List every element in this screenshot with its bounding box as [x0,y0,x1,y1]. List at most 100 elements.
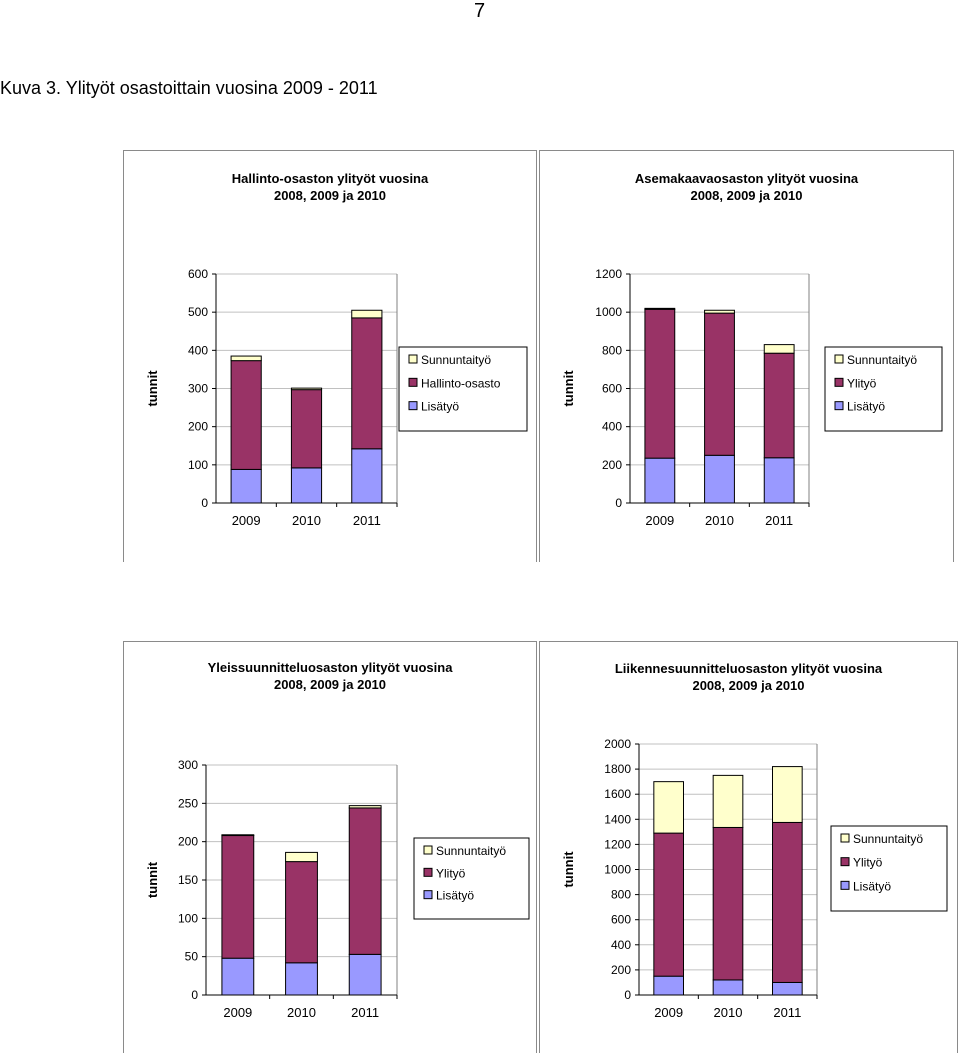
y-tick-label: 600 [611,913,631,927]
legend-label: Hallinto-osasto [421,376,501,390]
x-tick-label: 2010 [714,1005,743,1020]
y-tick-label: 250 [178,796,198,810]
x-tick-label: 2010 [287,1005,316,1020]
legend-swatch [408,354,418,364]
y-tick-label: 150 [178,873,198,887]
bar-segment-lisätyö [763,457,795,504]
bar-segment-hallinto-osasto [351,317,383,450]
figure-caption: Kuva 3. Ylityöt osastoittain vuosina 200… [0,78,378,98]
y-tick-label: 100 [178,911,198,925]
bar-segment-lisätyö [704,454,735,504]
x-tick-label: 2011 [351,1005,379,1020]
legend-swatch [423,890,433,900]
bar-segment-sunnuntaityö [348,805,382,809]
bar-segment-lisätyö [221,957,255,996]
bar-segment-ylityö [348,807,382,955]
legend-swatch [423,845,433,855]
legend-swatch [840,833,850,843]
bar-segment-hallinto-osasto [230,360,262,470]
bar-segment-ylityö [772,821,803,983]
chart-svg: Asemakaavaosaston ylityöt vuosina 2008, 2… [561,171,943,528]
chart-svg: Yleissuunnitteluosaston ylityöt vuosina 2… [145,660,530,1020]
x-tick-label: 2009 [232,513,261,528]
legend-label: Lisätyö [436,889,474,903]
y-tick-label: 800 [602,343,622,357]
y-tick-label: 0 [191,988,198,1002]
y-axis-label: tunnit [145,370,160,407]
chart-title-line: Yleissuunnitteluosaston ylityöt vuosina [208,660,454,675]
y-tick-label: 1800 [604,762,631,776]
chart-title-line: Asemakaavaosaston ylityöt vuosina [635,171,859,186]
y-tick-label: 50 [185,950,199,964]
chart-title-line: 2008, 2009 ja 2010 [690,188,802,203]
bar-segment-sunnuntaityö [644,307,676,310]
y-tick-label: 1600 [604,787,631,801]
chart-title-line: 2008, 2009 ja 2010 [274,677,386,692]
legend-swatch [834,377,844,387]
legend-label: Sunnuntaityö [847,353,917,367]
bar-segment-ylityö [653,832,685,977]
y-tick-label: 400 [188,343,208,357]
y-tick-label: 200 [188,420,208,434]
legend-box [824,346,943,432]
y-tick-label: 400 [611,938,631,952]
legend-label: Lisätyö [847,400,885,414]
legend-label: Ylityö [436,866,466,880]
x-tick-label: 2010 [292,513,321,528]
y-tick-label: 1000 [604,863,631,877]
y-tick-label: 800 [611,888,631,902]
y-tick-label: 300 [188,382,208,396]
legend-swatch [834,401,844,411]
y-tick-label: 0 [615,496,622,510]
y-tick-label: 200 [611,963,631,977]
bar-segment-lisätyö [348,953,382,996]
legend-swatch [408,377,418,387]
bar-segment-sunnuntaityö [712,774,744,828]
y-tick-label: 200 [602,458,622,472]
legend-swatch [834,354,844,364]
x-tick-label: 2011 [773,1005,801,1020]
x-tick-label: 2009 [645,513,674,528]
x-tick-label: 2009 [654,1005,683,1020]
y-tick-label: 1000 [595,305,622,319]
y-tick-label: 600 [602,382,622,396]
bar-segment-sunnuntaityö [221,834,255,837]
bar-segment-lisätyö [290,467,323,504]
bar-segment-lisätyö [230,468,262,504]
legend-swatch [408,401,418,411]
bar-segment-lisätyö [712,979,744,996]
legend-box [830,825,948,912]
legend-label: Sunnuntaityö [436,844,506,858]
y-tick-label: 200 [178,835,198,849]
chart-liikennesuunnittelu: Liikennesuunnitteluosaston ylityöt vuosi… [539,641,958,1053]
y-axis-label: tunnit [561,851,576,888]
legend-label: Sunnuntaityö [853,832,923,846]
bar-segment-sunnuntaityö [763,344,795,354]
y-tick-label: 1400 [604,812,631,826]
x-tick-label: 2011 [765,513,793,528]
legend-label: Sunnuntaityö [421,353,491,367]
x-tick-label: 2011 [353,513,381,528]
y-tick-label: 500 [188,305,208,319]
legend-swatch [840,857,850,867]
bar-segment-sunnuntaityö [772,766,803,823]
bar-segment-ylityö [704,312,735,456]
y-tick-label: 0 [624,988,631,1002]
bar-segment-sunnuntaityö [351,309,383,319]
legend-box [398,346,528,432]
bar-segment-ylityö [285,861,318,964]
bar-segment-ylityö [712,826,744,981]
bar-segment-lisätyö [653,975,685,996]
y-tick-label: 100 [188,458,208,472]
legend-label: Ylityö [853,856,883,870]
legend-box [413,837,530,920]
chart-svg: Hallinto-osaston ylityöt vuosina 2008, 20… [145,171,528,528]
chart-asemakaava: Asemakaavaosaston ylityöt vuosina 2008, 2… [539,150,954,562]
y-tick-label: 400 [602,420,622,434]
y-tick-label: 0 [201,496,208,510]
y-axis-label: tunnit [561,370,576,407]
page-number: 7 [474,0,486,22]
bar-segment-lisätyö [772,981,803,996]
bar-segment-sunnuntaityö [285,851,318,863]
bar-segment-ylityö [644,308,676,459]
